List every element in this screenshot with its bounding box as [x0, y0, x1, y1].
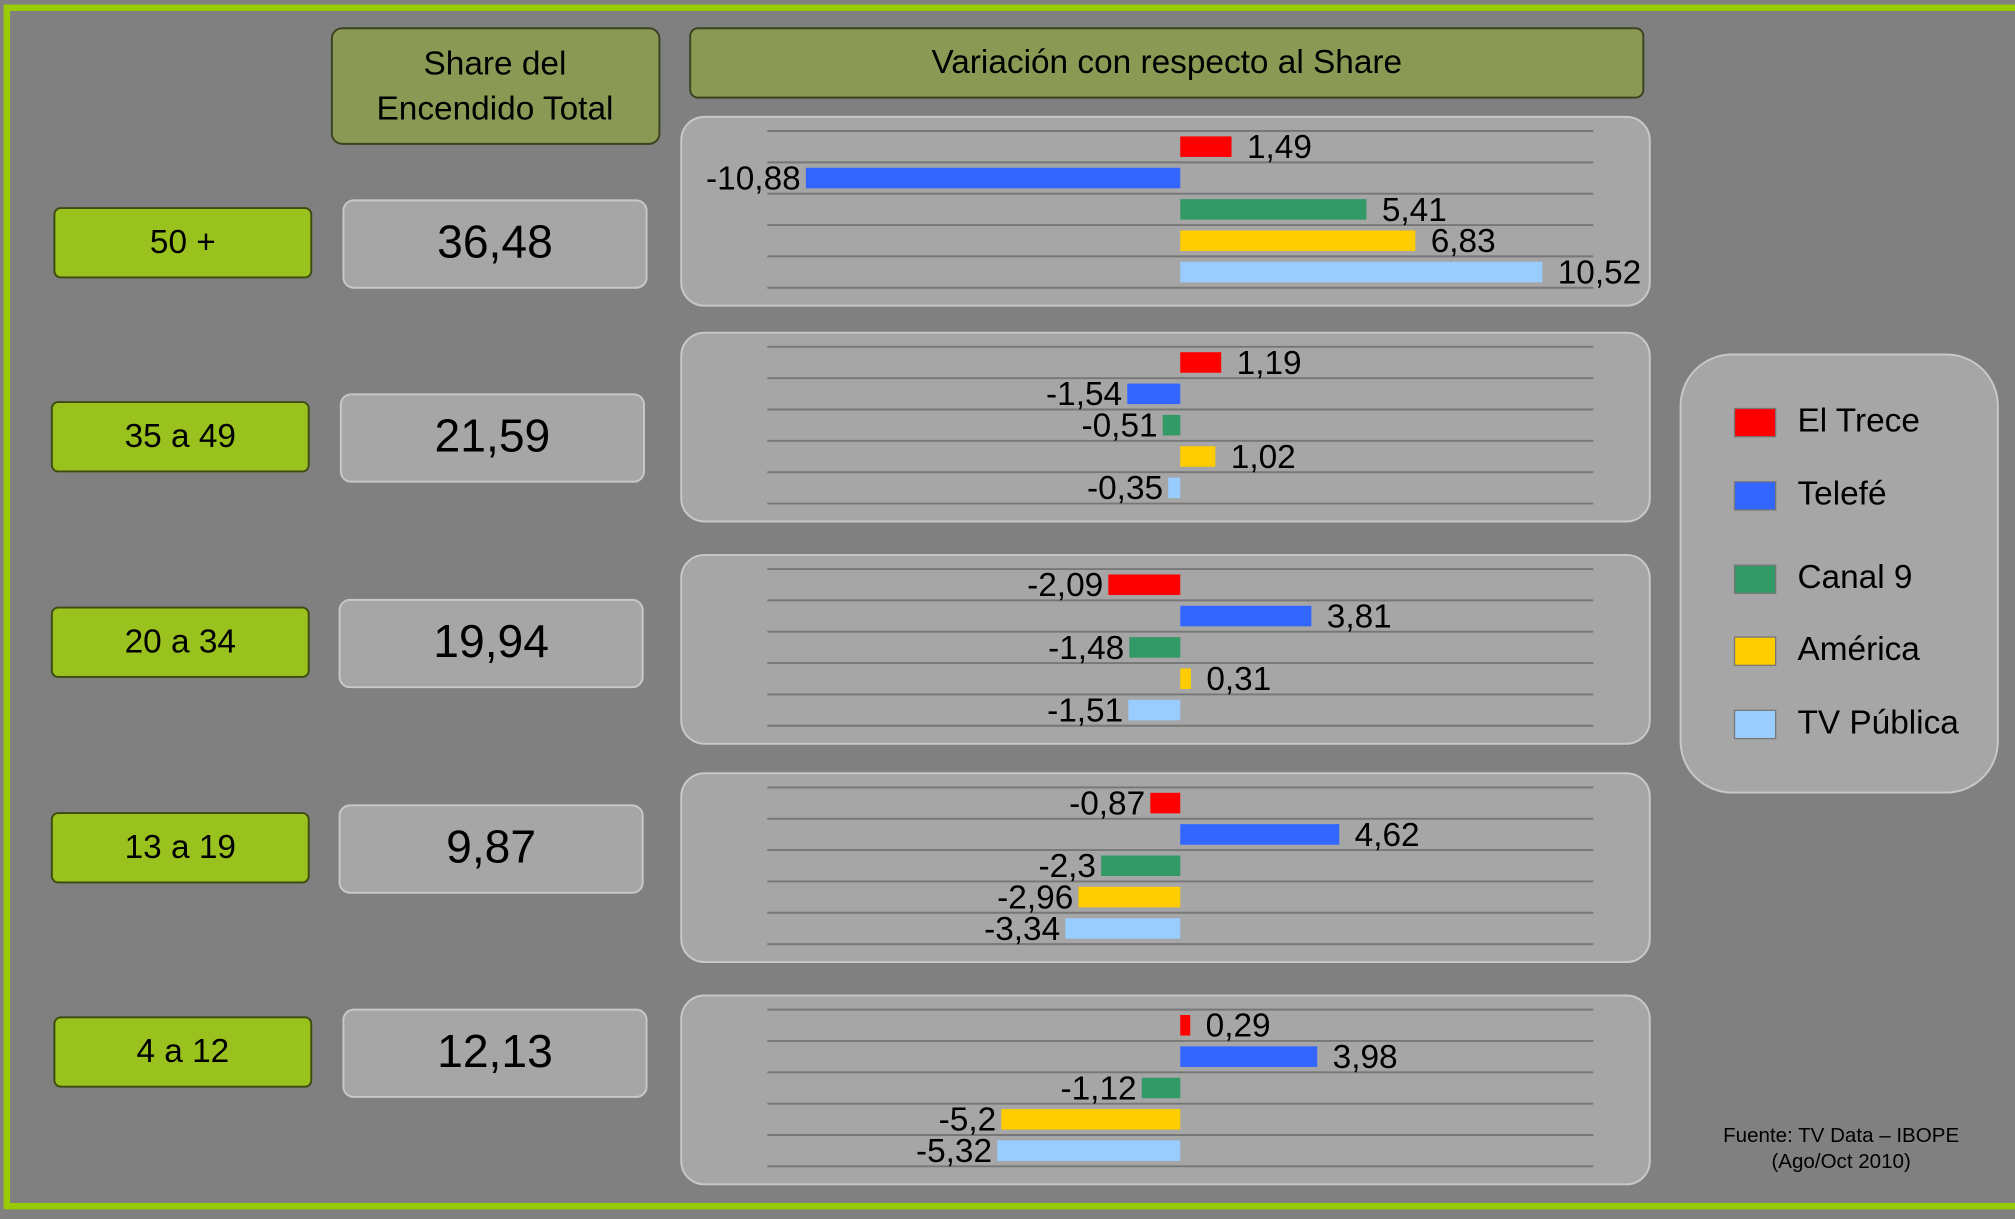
- age-box: [50, 401, 310, 473]
- value-label: -0,35: [1087, 470, 1163, 507]
- value-label: 1,02: [1231, 439, 1296, 476]
- age-box: [53, 1016, 313, 1088]
- value-label: -0,51: [1081, 408, 1157, 445]
- share-value: 12,13: [437, 1025, 553, 1077]
- bar: [1129, 637, 1181, 658]
- bar: [997, 1140, 1181, 1161]
- value-label: 1,49: [1247, 129, 1312, 166]
- value-label: -2,09: [1027, 567, 1103, 604]
- source-text: (Ago/Oct 2010): [1771, 1150, 1910, 1173]
- share-value: 21,59: [435, 410, 551, 462]
- age-box: [50, 812, 310, 884]
- age-label: 20 a 34: [125, 623, 236, 660]
- bar: [1101, 855, 1181, 877]
- legend-label: Canal 9: [1797, 559, 1912, 596]
- bar: [1168, 477, 1181, 499]
- legend-swatch: [1733, 709, 1777, 740]
- value-label: -2,96: [997, 879, 1073, 916]
- bar: [1078, 886, 1181, 908]
- source-text: Fuente: TV Data – IBOPE: [1723, 1124, 1959, 1147]
- share-box: [338, 598, 644, 689]
- bar: [1128, 699, 1181, 721]
- bar: [1141, 1077, 1181, 1099]
- bar: [1065, 918, 1181, 939]
- value-label: 3,98: [1333, 1039, 1398, 1076]
- bar: [1180, 230, 1416, 251]
- header-text: Encendido Total: [377, 90, 614, 127]
- header-text: Share del: [424, 45, 567, 82]
- header-box: [330, 27, 661, 145]
- bar: [1180, 1015, 1191, 1036]
- bar: [805, 167, 1181, 189]
- share-value: 36,48: [437, 216, 553, 268]
- chart-panel: [680, 115, 1651, 307]
- value-label: 0,31: [1206, 661, 1271, 698]
- legend-label: América: [1797, 631, 1920, 668]
- bar: [1150, 792, 1181, 814]
- bar: [1180, 824, 1340, 845]
- share-value: 19,94: [433, 615, 549, 667]
- value-label: 1,19: [1237, 345, 1302, 382]
- age-label: 13 a 19: [125, 829, 236, 866]
- age-label: 4 a 12: [136, 1033, 229, 1070]
- share-value: 9,87: [446, 821, 536, 873]
- header-text: Variación con respecto al Share: [931, 44, 1402, 81]
- value-label: -1,51: [1047, 692, 1123, 729]
- bar: [1180, 668, 1191, 690]
- value-label: 4,62: [1355, 817, 1420, 854]
- bar: [1180, 1046, 1318, 1067]
- value-label: -1,48: [1048, 630, 1124, 667]
- bar: [1162, 414, 1181, 436]
- value-label: -1,54: [1046, 376, 1122, 413]
- legend-swatch: [1733, 564, 1777, 595]
- legend-panel: [1679, 353, 1999, 794]
- value-label: 3,81: [1327, 598, 1392, 635]
- value-label: -1,12: [1061, 1070, 1137, 1107]
- age-box: [53, 207, 313, 279]
- value-label: 0,29: [1206, 1008, 1271, 1045]
- age-label: 35 a 49: [125, 418, 236, 455]
- bar: [1180, 352, 1222, 373]
- value-label: -0,87: [1069, 785, 1145, 822]
- legend-swatch: [1733, 636, 1777, 667]
- legend-swatch: [1733, 407, 1777, 438]
- bar: [1180, 446, 1216, 467]
- value-label: -10,88: [706, 160, 801, 197]
- frame: [3, 4, 2015, 1210]
- header-box: [689, 27, 1645, 99]
- value-label: -3,34: [984, 911, 1060, 948]
- share-box: [338, 804, 644, 894]
- share-box: [339, 393, 645, 483]
- bar: [1127, 383, 1181, 405]
- bar: [1180, 605, 1312, 627]
- bar: [1180, 261, 1543, 283]
- share-box: [342, 1008, 648, 1098]
- bar: [1108, 574, 1181, 595]
- bar: [1180, 199, 1367, 220]
- value-label: -2,3: [1038, 848, 1096, 885]
- legend-label: El Trece: [1797, 402, 1919, 439]
- share-box: [342, 199, 648, 289]
- age-label: 50 +: [150, 224, 216, 261]
- value-label: 6,83: [1431, 223, 1496, 260]
- bar: [1180, 136, 1232, 157]
- legend-swatch: [1733, 481, 1777, 511]
- legend-label: Telefé: [1797, 476, 1886, 513]
- bar: [1001, 1109, 1181, 1130]
- value-label: 10,52: [1558, 254, 1642, 291]
- value-label: -5,32: [916, 1133, 992, 1170]
- value-label: -5,2: [939, 1102, 997, 1139]
- legend-label: TV Pública: [1797, 704, 1959, 741]
- age-box: [50, 606, 310, 678]
- value-label: 5,41: [1382, 192, 1447, 229]
